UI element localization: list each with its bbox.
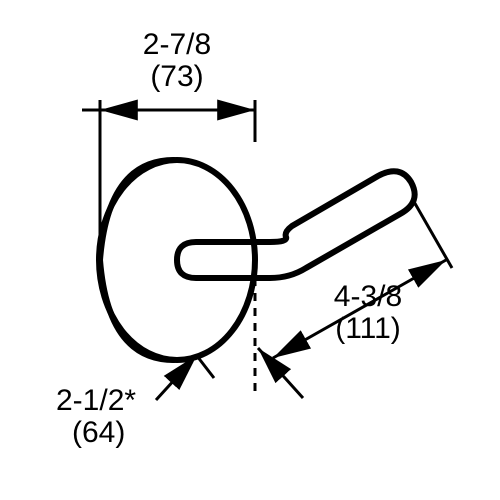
- dim-diameter-imperial: 2-1/2*: [56, 384, 136, 417]
- lever-handle-diagram: 2-7/8 (73) 2-1/2* (64) 4-3/8 (111): [0, 0, 500, 500]
- rose-rear-rim: [100, 160, 174, 360]
- dim-projection-metric: (111): [335, 312, 401, 345]
- lever-outline: [177, 171, 415, 278]
- dim-projection-imperial: 4-3/8: [334, 280, 402, 313]
- dim-width-metric: (73): [150, 60, 203, 93]
- dim-diameter-metric: (64): [72, 416, 125, 449]
- dim-width-imperial: 2-7/8: [143, 28, 211, 61]
- dimension-diameter: [156, 278, 303, 400]
